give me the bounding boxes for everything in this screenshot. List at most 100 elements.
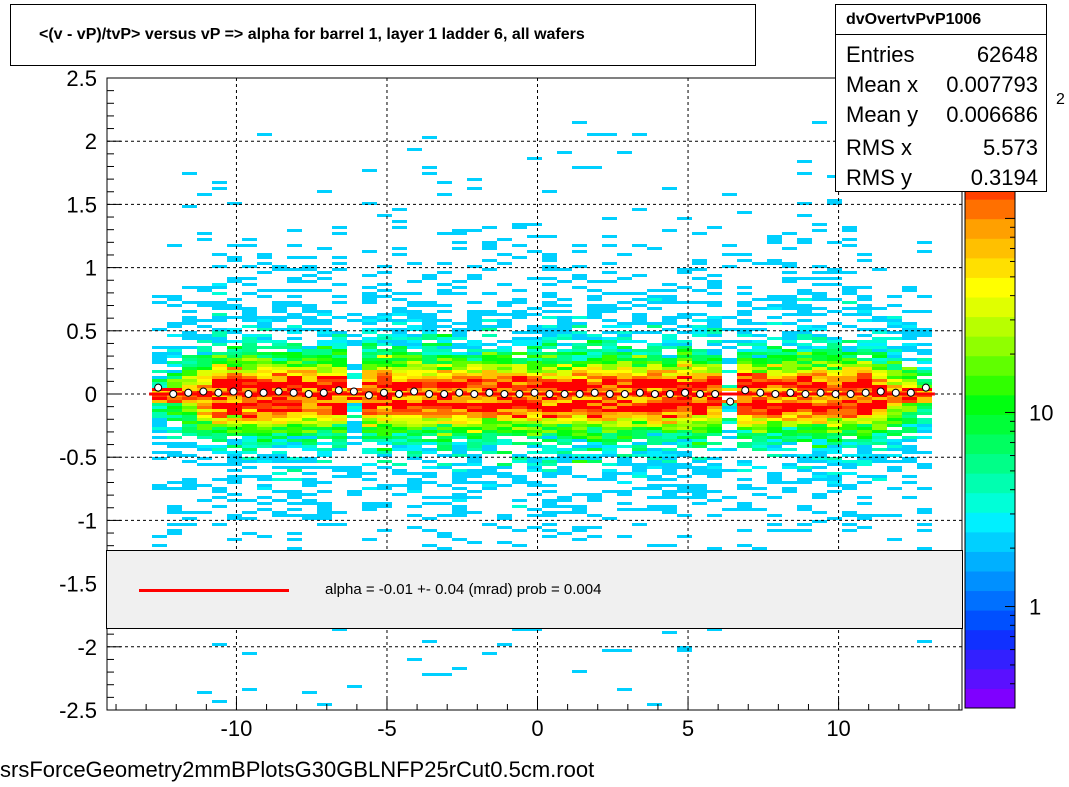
heatmap-cell <box>647 289 662 292</box>
heatmap-cell <box>572 385 587 388</box>
heatmap-cell <box>167 244 182 247</box>
heatmap-cell <box>182 427 197 430</box>
stats-label: Entries <box>846 42 915 67</box>
heatmap-cell <box>482 424 497 427</box>
heatmap-cell <box>632 421 647 424</box>
heatmap-cell <box>617 334 632 337</box>
heatmap-cell <box>872 307 887 310</box>
heatmap-cell <box>527 430 542 433</box>
heatmap-cell <box>272 367 287 370</box>
heatmap-cell <box>482 430 497 433</box>
heatmap-cell <box>332 343 347 346</box>
heatmap-cell <box>677 379 692 382</box>
heatmap-cell <box>242 415 257 418</box>
heatmap-cell <box>707 361 722 364</box>
heatmap-cell <box>542 511 557 514</box>
heatmap-cell <box>452 478 467 481</box>
heatmap-cell <box>482 487 497 490</box>
heatmap-cell <box>467 427 482 430</box>
heatmap-cell <box>167 355 182 358</box>
heatmap-cell <box>677 352 692 355</box>
profile-point <box>289 388 298 397</box>
heatmap-cell <box>842 388 857 391</box>
heatmap-cell <box>767 235 782 238</box>
heatmap-cell <box>812 445 827 448</box>
heatmap-cell <box>512 433 527 436</box>
heatmap-cell <box>497 526 512 529</box>
heatmap-cell <box>587 352 602 355</box>
heatmap-cell <box>452 493 467 496</box>
heatmap-cell <box>812 475 827 478</box>
heatmap-cell <box>467 349 482 352</box>
heatmap-cell <box>677 400 692 403</box>
colorbar-segment <box>965 668 1015 689</box>
heatmap-cell <box>407 451 422 454</box>
heatmap-cell <box>212 427 227 430</box>
heatmap-cell <box>842 403 857 406</box>
heatmap-cell <box>662 355 677 358</box>
heatmap-cell <box>752 400 767 403</box>
heatmap-cell <box>662 376 677 379</box>
heatmap-cell <box>482 469 497 472</box>
heatmap-cell <box>557 361 572 364</box>
heatmap-cell <box>857 496 872 499</box>
heatmap-cell <box>872 382 887 385</box>
heatmap-cell <box>392 376 407 379</box>
heatmap-cell <box>152 301 167 304</box>
heatmap-cell <box>362 409 377 412</box>
heatmap-cell <box>632 373 647 376</box>
heatmap-cell <box>497 418 512 421</box>
heatmap-cell <box>422 349 437 352</box>
heatmap-cell <box>437 400 452 403</box>
heatmap-cell <box>707 472 722 475</box>
heatmap-cell <box>587 445 602 448</box>
heatmap-cell <box>197 352 212 355</box>
heatmap-cell <box>752 433 767 436</box>
heatmap-cell <box>812 421 827 424</box>
heatmap-cell <box>917 466 932 469</box>
heatmap-cell <box>407 406 422 409</box>
heatmap-cell <box>827 283 842 286</box>
heatmap-cell <box>287 277 302 280</box>
heatmap-cell <box>302 427 317 430</box>
heatmap-cell <box>542 463 557 466</box>
heatmap-cell <box>302 361 317 364</box>
heatmap-cell <box>857 418 872 421</box>
heatmap-cell <box>287 343 302 346</box>
heatmap-cell <box>257 406 272 409</box>
heatmap-cell <box>767 388 782 391</box>
heatmap-cell <box>467 367 482 370</box>
fit-legend-line <box>139 589 289 592</box>
heatmap-cell <box>422 544 437 547</box>
heatmap-cell <box>527 403 542 406</box>
heatmap-cell <box>407 310 422 313</box>
heatmap-cell <box>797 289 812 292</box>
heatmap-cell <box>407 403 422 406</box>
heatmap-cell <box>452 508 467 511</box>
heatmap-cell <box>737 544 752 547</box>
heatmap-cell <box>647 301 662 304</box>
heatmap-cell <box>737 478 752 481</box>
heatmap-cell <box>437 397 452 400</box>
heatmap-cell <box>272 478 287 481</box>
heatmap-cell <box>362 415 377 418</box>
heatmap-cell <box>677 346 692 349</box>
heatmap-cell <box>182 397 197 400</box>
heatmap-cell <box>332 409 347 412</box>
heatmap-cell <box>242 244 257 247</box>
heatmap-cell <box>422 304 437 307</box>
heatmap-cell <box>737 427 752 430</box>
heatmap-cell <box>782 454 797 457</box>
heatmap-cell <box>152 451 167 454</box>
heatmap-cell <box>677 340 692 343</box>
heatmap-cell <box>662 424 677 427</box>
heatmap-cell <box>677 316 692 319</box>
heatmap-cell <box>302 358 317 361</box>
heatmap-cell <box>647 466 662 469</box>
heatmap-cell <box>662 382 677 385</box>
heatmap-cell <box>902 358 917 361</box>
heatmap-cell <box>377 502 392 505</box>
heatmap-cell <box>767 442 782 445</box>
heatmap-cell <box>407 514 422 517</box>
heatmap-cell <box>482 352 497 355</box>
